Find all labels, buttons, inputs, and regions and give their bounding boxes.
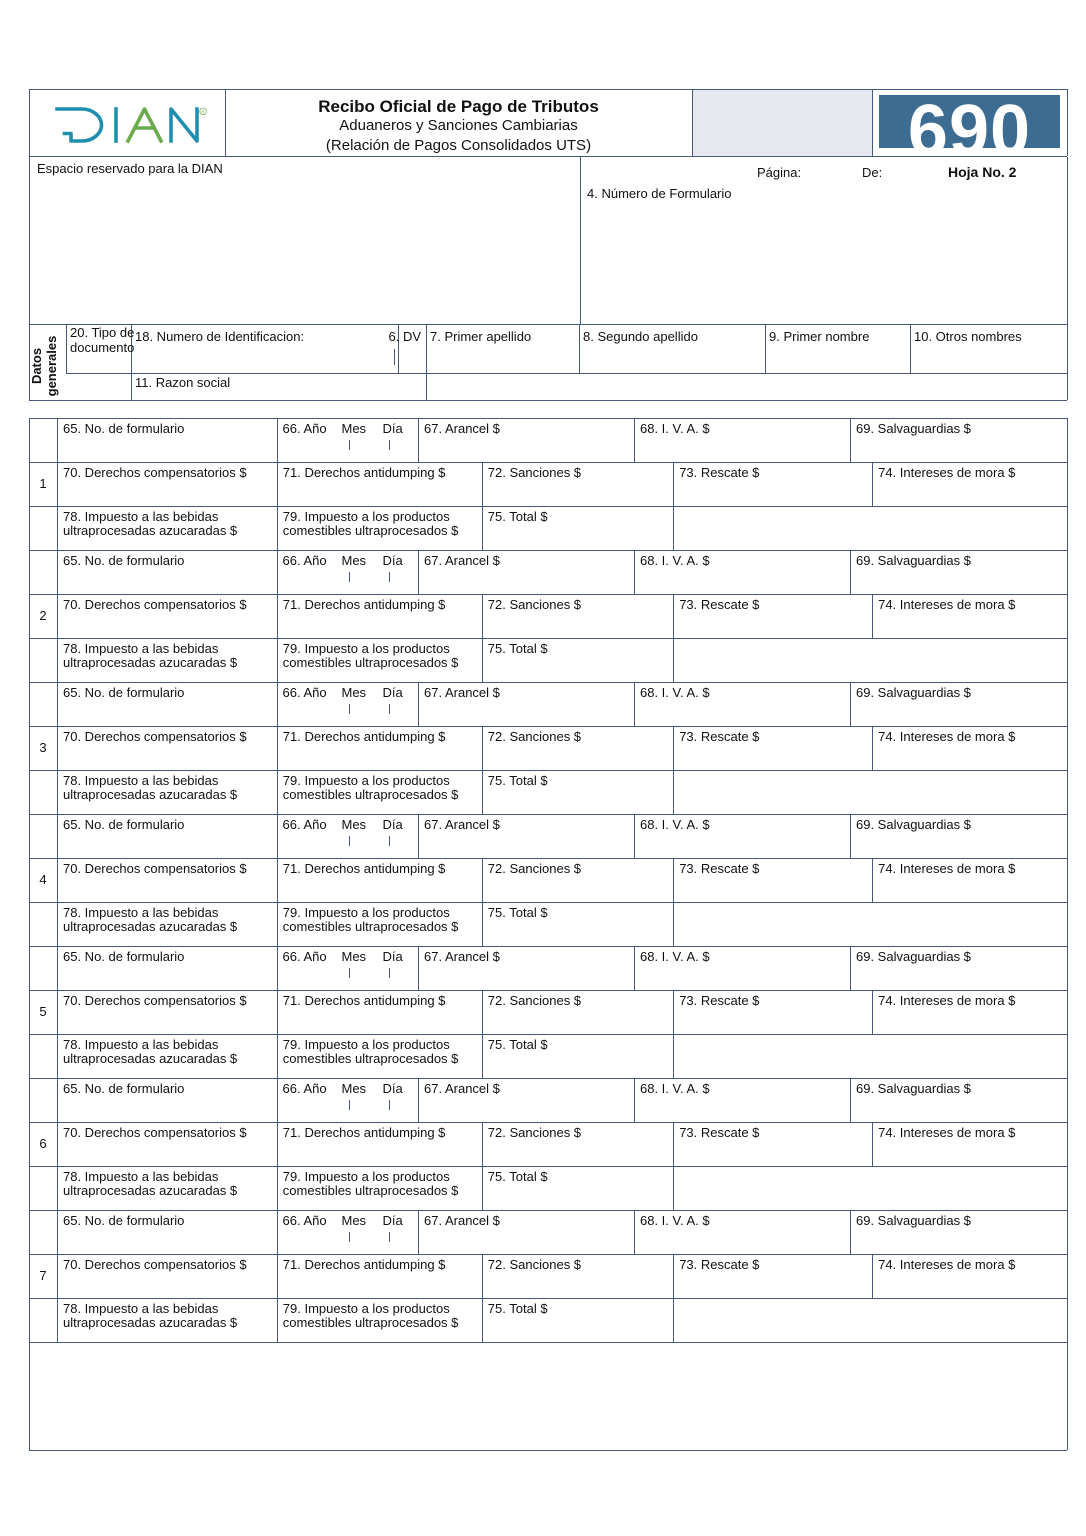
svg-text:R: R (201, 110, 204, 115)
